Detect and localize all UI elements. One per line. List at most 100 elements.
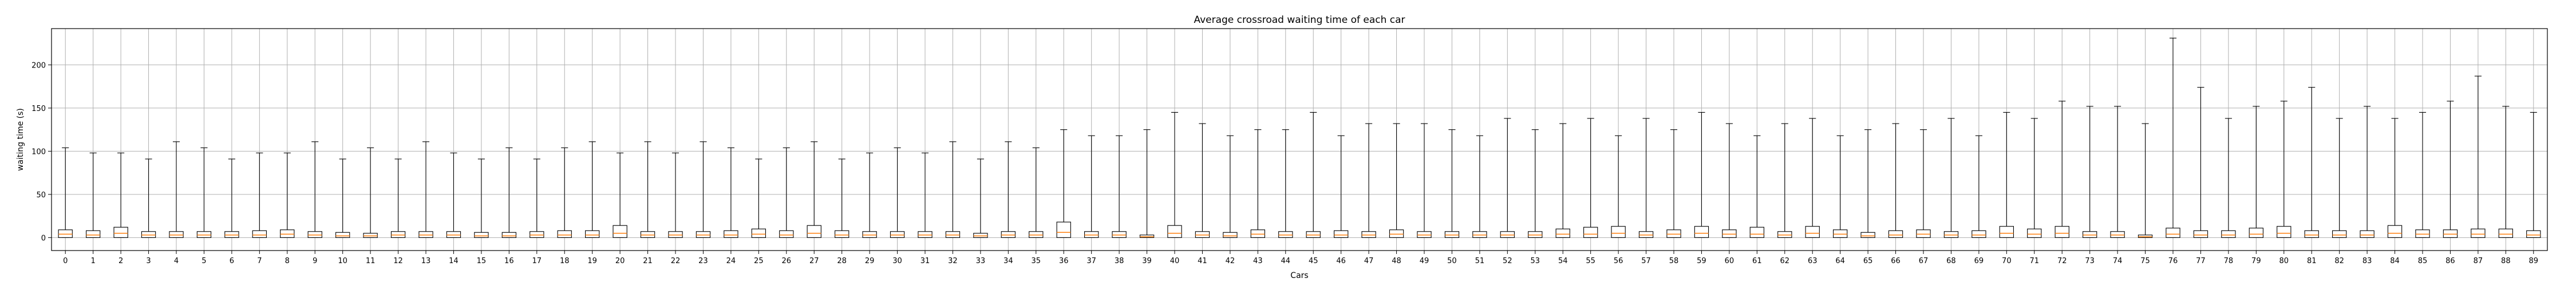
box-body: [2138, 235, 2153, 238]
box-body: [113, 227, 128, 238]
box-body: [557, 230, 572, 238]
box-20: [613, 152, 627, 238]
box-body: [2415, 229, 2430, 238]
box-body: [1167, 225, 1182, 238]
box-body: [973, 233, 988, 238]
box-74: [2110, 106, 2125, 238]
box-1: [86, 152, 101, 238]
x-tick-label: 17: [532, 257, 542, 265]
x-tick-label: 84: [2390, 257, 2400, 265]
y-tick-label: 0: [41, 234, 46, 243]
x-tick-label: 14: [449, 257, 459, 265]
x-tick-label: 29: [865, 257, 875, 265]
x-tick-label: 88: [2501, 257, 2511, 265]
box-81: [2304, 87, 2319, 238]
box-19: [585, 141, 600, 238]
box-77: [2193, 87, 2208, 238]
box-body: [668, 231, 683, 238]
box-32: [945, 141, 961, 238]
x-tick-label: 64: [1835, 257, 1845, 265]
x-tick-label: 36: [1059, 257, 1069, 265]
box-body: [280, 229, 295, 238]
x-tick-label: 55: [1586, 257, 1595, 265]
box-11: [363, 147, 378, 238]
box-body: [1638, 231, 1654, 238]
box-68: [1943, 118, 1959, 238]
box-body: [2498, 228, 2513, 238]
x-tick-label: 43: [1253, 257, 1263, 265]
x-axis: 0 1 2 3 4 5 6 7 8 9 10 11 12 13 14 15 16 17 18 19 20 21 22 23 24…: [63, 251, 2538, 265]
x-tick-label: 0: [63, 257, 68, 265]
box-body: [1555, 228, 1570, 238]
box-57: [1638, 118, 1654, 238]
x-tick-label: 66: [1891, 257, 1901, 265]
box-5: [196, 147, 212, 238]
x-tick-label: 53: [1531, 257, 1540, 265]
box-38: [1112, 135, 1127, 238]
x-tick-label: 41: [1198, 257, 1207, 265]
box-body: [2249, 228, 2263, 238]
x-tick-label: 49: [1420, 257, 1429, 265]
box-29: [862, 152, 877, 238]
x-tick-label: 27: [809, 257, 819, 265]
x-tick-label: 5: [202, 257, 206, 265]
box-body: [1999, 226, 2014, 238]
box-body: [1334, 230, 1349, 238]
box-70: [1999, 112, 2014, 238]
box-body: [1916, 229, 1931, 238]
box-body: [696, 231, 711, 238]
box-body: [1722, 229, 1737, 238]
box-body: [1056, 221, 1071, 238]
box-72: [2055, 101, 2069, 238]
box-body: [779, 230, 794, 238]
box-47: [1361, 123, 1376, 238]
box-body: [807, 225, 821, 238]
box-9: [307, 141, 322, 238]
box-body: [1001, 231, 1016, 238]
box-body: [307, 231, 322, 238]
box-body: [2526, 230, 2541, 238]
box-body: [2110, 231, 2125, 238]
box-body: [224, 231, 239, 238]
box-22: [668, 152, 683, 238]
x-tick-label: 15: [477, 257, 487, 265]
box-41: [1195, 123, 1210, 238]
box-39: [1139, 129, 1155, 238]
x-tick-label: 82: [2334, 257, 2344, 265]
x-tick-label: 12: [393, 257, 403, 265]
x-tick-label: 47: [1364, 257, 1374, 265]
box-66: [1888, 123, 1903, 238]
x-tick-label: 83: [2362, 257, 2372, 265]
box-body: [1500, 231, 1515, 238]
box-body: [1250, 229, 1265, 238]
box-87: [2471, 76, 2486, 238]
x-tick-label: 2: [118, 257, 123, 265]
box-62: [1777, 123, 1792, 238]
box-body: [2360, 230, 2374, 238]
x-axis-label: Cars: [1290, 271, 1308, 280]
box-body: [1139, 235, 1155, 238]
x-tick-label: 26: [782, 257, 792, 265]
x-tick-label: 61: [1752, 257, 1762, 265]
box-28: [835, 158, 850, 238]
x-tick-label: 76: [2168, 257, 2178, 265]
x-tick-label: 45: [1309, 257, 1318, 265]
x-tick-label: 59: [1697, 257, 1706, 265]
x-tick-label: 10: [338, 257, 347, 265]
box-69: [1971, 135, 1986, 238]
box-82: [2332, 118, 2347, 238]
box-body: [918, 231, 933, 238]
box-54: [1555, 123, 1570, 238]
box-body: [1084, 231, 1099, 238]
x-tick-label: 37: [1086, 257, 1096, 265]
x-tick-label: 70: [2002, 257, 2012, 265]
box-15: [474, 158, 489, 238]
box-48: [1389, 123, 1404, 238]
box-43: [1250, 129, 1265, 238]
box-body: [890, 231, 905, 238]
y-axis: 0 50 100 150 200: [31, 61, 52, 243]
x-tick-label: 75: [2140, 257, 2150, 265]
box-42: [1223, 135, 1238, 238]
box-body: [1223, 232, 1238, 238]
box-body: [1749, 227, 1764, 238]
